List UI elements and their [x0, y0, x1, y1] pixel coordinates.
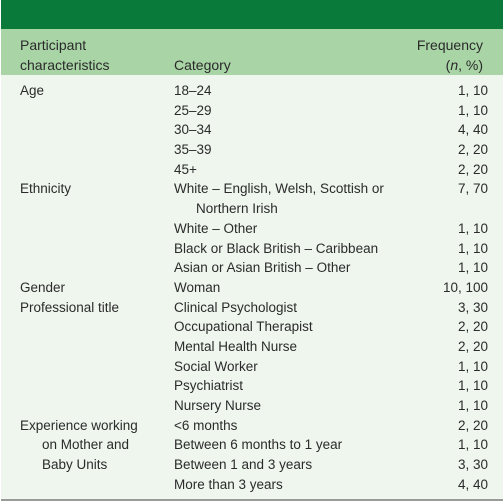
frequency-cell: 2, 20	[457, 319, 488, 335]
header-frequency-n: n	[450, 57, 459, 73]
frequency-cell: 1, 10	[457, 220, 488, 236]
frequency-cell: 1, 10	[457, 240, 488, 256]
table-bottom-rule	[1, 499, 503, 501]
table-row: Asian or Asian British – Other 1, 10	[1, 258, 503, 278]
table-row: Black or Black British – Caribbean 1, 10	[1, 239, 503, 259]
category-cell: 45+	[174, 161, 197, 177]
header-category: Category	[174, 57, 231, 73]
frequency-cell: 1, 10	[457, 260, 488, 276]
category-cell: Psychiatrist	[174, 378, 244, 394]
participant-characteristic-cell: Age	[20, 83, 45, 98]
table-row: Mental Health Nurse 2, 20	[1, 337, 503, 357]
category-cell: 35–39	[174, 142, 212, 158]
table-row: Psychiatrist 1, 10	[1, 376, 503, 396]
header-frequency-line1: Frequency	[416, 37, 483, 53]
table-row: Nursery Nurse 1, 10	[1, 396, 503, 416]
table-row: More than 3 years 4, 40	[1, 475, 503, 495]
frequency-cell: 1, 10	[457, 398, 488, 413]
category-cell: Woman	[174, 279, 221, 295]
header-frequency-open: (	[445, 57, 451, 73]
table-row: Occupational Therapist 2, 20	[1, 317, 503, 337]
table-top-bar	[1, 0, 503, 29]
participant-characteristic-cell: on Mother and	[42, 437, 130, 453]
category-cell: 30–34	[174, 122, 212, 138]
table-row: 45+ 2, 20	[1, 160, 503, 180]
table-row: 30–34 4, 40	[1, 120, 503, 140]
table-row: on Mother and Between 6 months to 1 year 1…	[1, 435, 503, 455]
category-cell: Nursery Nurse	[174, 398, 262, 413]
frequency-cell: 7, 70	[457, 181, 488, 197]
category-cell: Between 1 and 3 years	[174, 457, 313, 473]
header-frequency-line2: (n, %)	[417, 55, 483, 75]
category-cell: White – Other	[174, 220, 258, 236]
category-cell: White – English, Welsh, Scottish or	[174, 181, 384, 197]
frequency-cell: 3, 30	[457, 299, 488, 315]
header-participant-line2: characteristics	[20, 57, 110, 73]
table-row: Baby Units Between 1 and 3 years 3, 30	[1, 455, 503, 475]
category-cell: 25–29	[174, 102, 212, 118]
frequency-cell: 2, 20	[457, 161, 488, 177]
header-frequency-rest: , %)	[458, 57, 483, 73]
table-body: Age 18–24 1, 10 25–29 1, 10 30–34 4, 40 35–39 2,…	[1, 81, 503, 494]
table-row: Ethnicity White – English, Welsh, Scottis…	[1, 179, 503, 199]
category-cell: Occupational Therapist	[174, 319, 313, 335]
participant-characteristic-cell: Professional title	[20, 299, 120, 315]
frequency-cell: 1, 10	[457, 378, 488, 394]
category-cell: Clinical Psychologist	[174, 299, 298, 315]
category-cell: Northern Irish	[196, 201, 278, 217]
header-participant-characteristics: Participant characteristics	[20, 35, 109, 75]
frequency-cell: 10, 100	[442, 279, 488, 295]
category-cell: Black or Black British – Caribbean	[174, 240, 379, 256]
table-row: Experience working <6 months 2, 20	[1, 416, 503, 436]
table-row: 25–29 1, 10	[1, 101, 503, 121]
table-row: Professional title Clinical Psychologist 3…	[1, 298, 503, 318]
category-cell: Asian or Asian British – Other	[174, 260, 351, 276]
participant-characteristic-cell: Baby Units	[42, 457, 108, 473]
frequency-cell: 2, 20	[457, 417, 488, 433]
category-cell: Social Worker	[174, 358, 258, 374]
table-row: Social Worker 1, 10	[1, 357, 503, 377]
table-row: White – Other 1, 10	[1, 219, 503, 239]
table-row: 35–39 2, 20	[1, 140, 503, 160]
frequency-cell: 2, 20	[457, 142, 488, 158]
table-row: Gender Woman 10, 100	[1, 278, 503, 298]
frequency-cell: 3, 30	[457, 457, 488, 473]
frequency-cell: 1, 10	[457, 437, 488, 453]
table-row: Northern Irish	[1, 199, 503, 219]
frequency-cell: 4, 40	[457, 122, 488, 138]
frequency-cell: 4, 40	[457, 476, 488, 492]
header-participant-line1: Participant	[20, 37, 87, 53]
frequency-cell: 2, 20	[457, 338, 488, 354]
participant-characteristic-cell: Ethnicity	[20, 181, 72, 197]
category-cell: 18–24	[174, 83, 212, 98]
table-header-band	[1, 29, 503, 75]
participant-characteristic-cell: Experience working	[20, 417, 138, 433]
table-row: Age 18–24 1, 10	[1, 81, 503, 101]
frequency-cell: 1, 10	[457, 102, 488, 118]
header-frequency: Frequency (n, %)	[417, 35, 483, 75]
category-cell: <6 months	[174, 417, 238, 433]
frequency-cell: 1, 10	[457, 358, 488, 374]
category-cell: Mental Health Nurse	[174, 338, 298, 354]
category-cell: Between 6 months to 1 year	[174, 437, 343, 453]
participant-characteristic-cell: Gender	[20, 279, 66, 295]
frequency-cell: 1, 10	[457, 83, 488, 98]
category-cell: More than 3 years	[174, 476, 283, 492]
